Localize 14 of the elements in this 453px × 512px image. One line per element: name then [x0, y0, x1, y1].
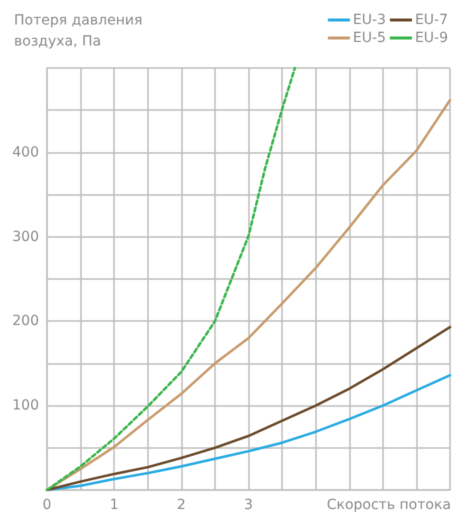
y-tick-label: 300	[12, 228, 39, 245]
x-axis-title: Скорость потока	[326, 497, 452, 512]
legend-label: EU-3	[352, 12, 386, 28]
x-tick-label: 2	[176, 497, 186, 512]
y-tick-label: 200	[12, 313, 39, 330]
y-tick-label: 400	[12, 144, 39, 160]
x-tick-label: 3	[244, 497, 253, 512]
x-tick-label: 1	[110, 497, 119, 512]
y-tick-label: 100	[12, 398, 39, 414]
legend-label: EU-7	[414, 12, 448, 28]
y-axis-title: Потеря давления воздуха, Па	[14, 12, 142, 50]
legend-label: EU-5	[352, 30, 386, 46]
legend-label: EU-9	[414, 30, 448, 46]
x-tick-label: 0	[42, 497, 52, 512]
